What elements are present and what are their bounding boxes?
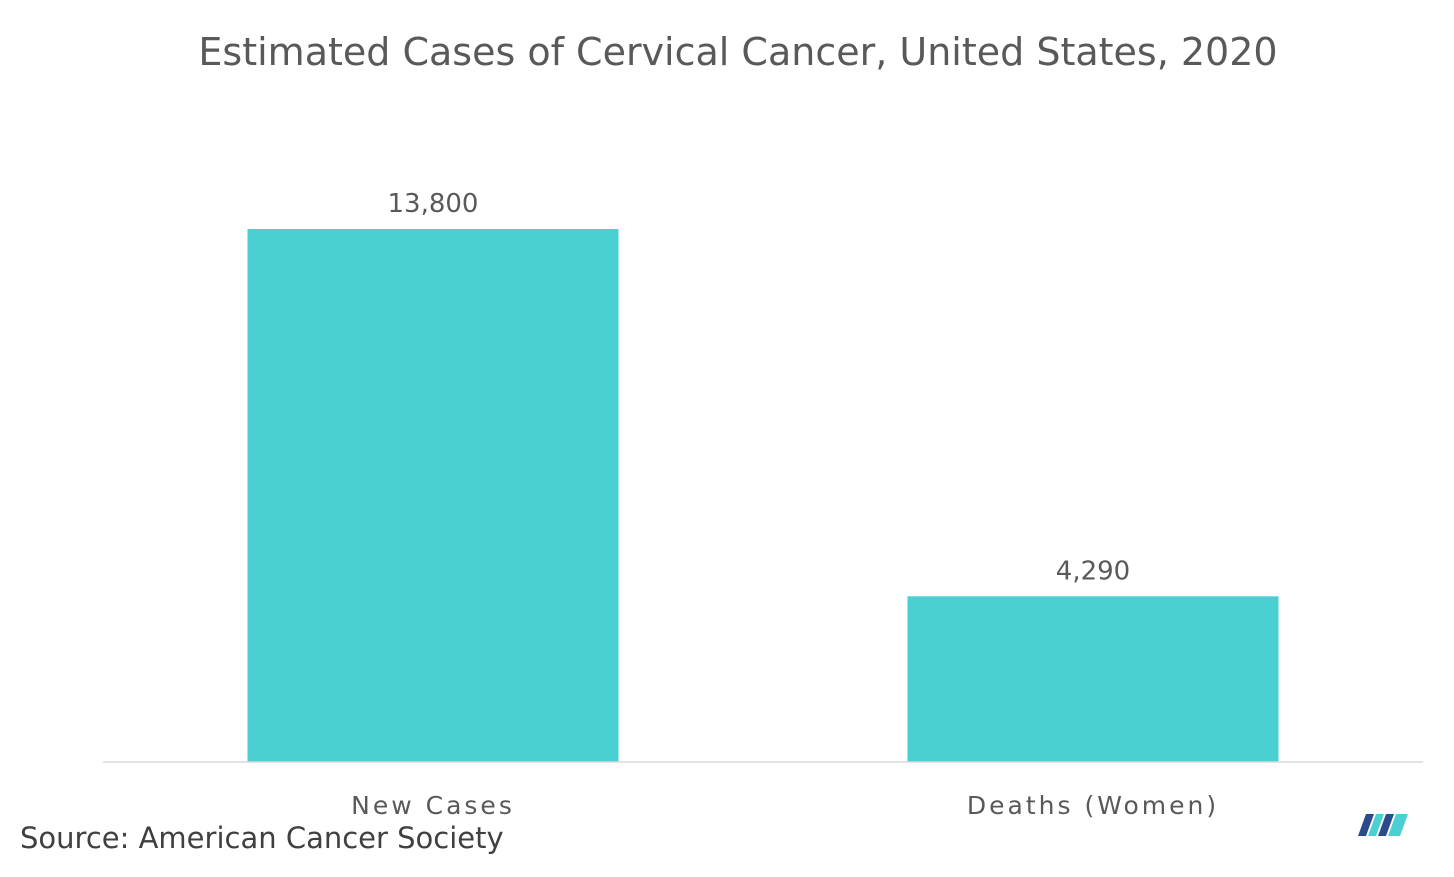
bar-0 (247, 229, 619, 762)
bars-layer: 13,800 4,290 (247, 189, 1279, 762)
category-label-0: New Cases (351, 791, 515, 820)
source-label: Source: American Cancer Society (20, 821, 504, 855)
bar-value-label-1: 4,290 (1056, 556, 1130, 586)
mordor-intelligence-logo-icon (1358, 814, 1408, 836)
category-label-1: Deaths (Women) (967, 791, 1219, 820)
chart-title: Estimated Cases of Cervical Cancer, Unit… (198, 30, 1277, 74)
bar-value-label-0: 13,800 (388, 189, 479, 219)
categories-layer: New Cases Deaths (Women) (351, 791, 1219, 820)
bar-1 (907, 596, 1279, 762)
